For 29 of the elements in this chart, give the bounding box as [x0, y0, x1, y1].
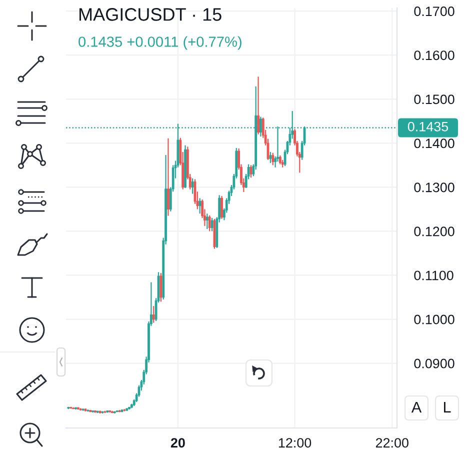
candlestick [152, 305, 155, 324]
x-tick-label: 22:00 [376, 438, 408, 448]
candlestick [260, 116, 262, 138]
ref-line-label: 0.1435 [408, 122, 448, 132]
candlestick [167, 138, 170, 216]
candlestick [257, 76, 260, 135]
y-tick-label: 0.1000 [414, 314, 454, 324]
y-tick-label: 0.1300 [414, 182, 454, 192]
y-tick-label: 0.0900 [414, 358, 454, 368]
y-tick-label: 0.1700 [414, 6, 454, 16]
y-tick-label: 0.1100 [414, 270, 454, 280]
candlestick [198, 198, 202, 214]
candlestick [208, 214, 211, 232]
candlestick [272, 152, 274, 166]
text: L [444, 402, 451, 412]
candlestick [220, 195, 223, 220]
x-tick-label: 20 [170, 438, 185, 448]
candlestick [160, 272, 162, 302]
y-tick-label: 0.1400 [414, 138, 454, 148]
candlestick [206, 213, 208, 230]
y-tick-label: 0.1600 [414, 50, 454, 60]
candlestick [191, 178, 194, 194]
candlestick [269, 151, 272, 164]
y-tick-label: 0.1500 [414, 94, 454, 104]
chart-title: MAGICUSDT · 15 [79, 8, 222, 21]
text: 0.1435 +0.0011 (+0.77%) [78, 36, 242, 50]
y-tick-label: 0.1200 [414, 226, 454, 236]
x-tick-label: 12:00 [278, 438, 312, 448]
text: A [411, 402, 422, 412]
